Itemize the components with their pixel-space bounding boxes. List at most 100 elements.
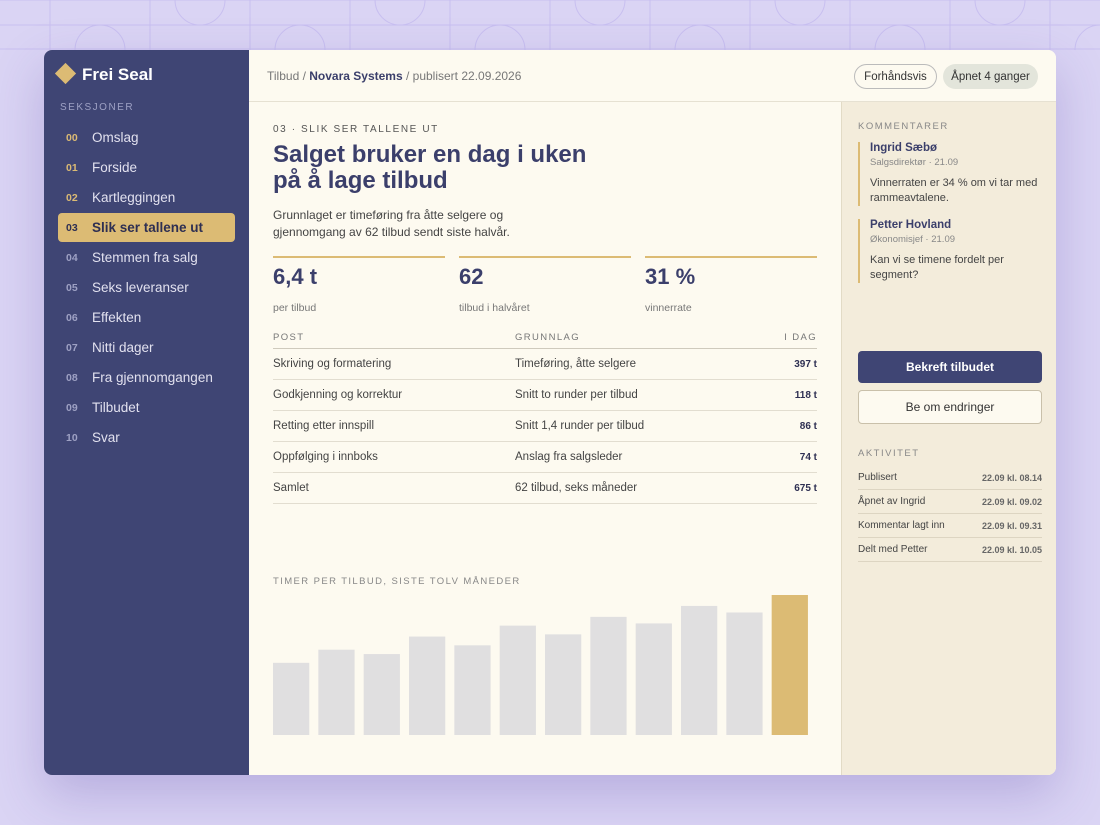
- activity-row: Kommentar lagt inn 22.09 kl. 09.31: [858, 514, 1042, 538]
- nav-item[interactable]: 02 Kartleggingen: [58, 183, 235, 212]
- lead-text: Grunnlaget er timeføring fra åtte selger…: [273, 208, 510, 239]
- nav-item[interactable]: 04 Stemmen fra salg: [58, 243, 235, 272]
- nav-label: Seks leveranser: [92, 280, 189, 295]
- brand: Frei Seal: [82, 65, 153, 84]
- nav-label: Fra gjennomgangen: [92, 370, 213, 385]
- table-cell: 397 t: [794, 358, 817, 370]
- nav-item[interactable]: 10 Svar: [58, 423, 235, 452]
- comments-heading: KOMMENTARER: [858, 121, 949, 132]
- chart-title: TIMER PER TILBUD, SISTE TOLV MÅNEDER: [273, 576, 521, 587]
- nav-number: 05: [66, 281, 78, 294]
- eyebrow: 03 · SLIK SER TALLENE UT: [273, 124, 439, 135]
- crumb-root[interactable]: Tilbud /: [267, 69, 306, 83]
- breadcrumb: Tilbud / Novara Systems / publisert 22.0…: [267, 69, 521, 83]
- bar: [545, 634, 582, 735]
- nav-label: Nitti dager: [92, 340, 154, 355]
- table-cell: Oppfølging i innboks: [273, 451, 378, 463]
- nav-item[interactable]: 08 Fra gjennomgangen: [58, 363, 235, 392]
- comment-text: Vinnerraten er 34 % om vi tar med rammea…: [870, 177, 1038, 204]
- table-row: Retting etter innspill Snitt 1,4 runder p…: [273, 411, 817, 442]
- table-cell: Retting etter innspill: [273, 420, 374, 432]
- activity-time: 22.09 kl. 09.02: [981, 496, 1042, 507]
- bar: [454, 645, 491, 735]
- activity-time: 22.09 kl. 10.05: [981, 544, 1042, 555]
- activity-event: Delt med Petter: [858, 544, 928, 555]
- nav-item[interactable]: 03 Slik ser tallene ut: [58, 213, 235, 242]
- activity-heading: AKTIVITET: [858, 448, 920, 459]
- table-row: Skriving og formatering Timeføring, åtte …: [273, 349, 817, 380]
- nav-item[interactable]: 05 Seks leveranser: [58, 273, 235, 302]
- nav-label: Kartleggingen: [92, 190, 176, 205]
- table-row: Samlet 62 tilbud, seks måneder 675 t: [273, 473, 817, 504]
- logo: [54, 62, 77, 85]
- nav-label: Effekten: [92, 310, 142, 325]
- comment-text: Kan vi se timene fordelt per segment?: [870, 254, 1004, 281]
- nav-label: Stemmen fra salg: [92, 250, 198, 265]
- nav-label: Forside: [92, 160, 138, 175]
- stat: 6,4 t per tilbud: [273, 256, 445, 314]
- table-cell: Skriving og formatering: [273, 358, 392, 370]
- bar: [590, 616, 627, 735]
- table-cell: 118 t: [794, 389, 817, 401]
- activity-time: 22.09 kl. 09.31: [981, 520, 1042, 531]
- activity-event: Kommentar lagt inn: [858, 520, 945, 531]
- table-cell: Timeføring, åtte selgere: [515, 358, 637, 370]
- table-cell: 74 t: [799, 451, 817, 463]
- activity-list: Publisert 22.09 kl. 08.14 Åpnet av Ingrid 2…: [858, 466, 1042, 562]
- bar: [681, 605, 718, 735]
- stat: 31 % vinnerrate: [645, 256, 817, 314]
- activity-event: Åpnet av Ingrid: [858, 496, 926, 507]
- activity-event: Publisert: [858, 472, 897, 483]
- nav-item[interactable]: 06 Effekten: [58, 303, 235, 332]
- table-header: POST GRUNNLAG I DAG: [273, 326, 817, 349]
- confirm-button[interactable]: Bekreft tilbudet: [858, 351, 1042, 383]
- nav-number: 07: [66, 341, 78, 354]
- top-bar: Tilbud / Novara Systems / publisert 22.0…: [249, 50, 1056, 102]
- nav-number: 04: [66, 251, 78, 264]
- comment-author: Petter Hovland: [870, 219, 952, 231]
- nav-label: Slik ser tallene ut: [92, 220, 204, 235]
- sidebar-heading: SEKSJONER: [60, 102, 135, 113]
- request-changes-button[interactable]: Be om endringer: [858, 390, 1042, 424]
- bar: [771, 595, 808, 735]
- bar: [726, 612, 763, 735]
- column-header: GRUNNLAG: [515, 331, 581, 343]
- stat: 62 tilbud i halvåret: [459, 256, 631, 314]
- nav-item[interactable]: 09 Tilbudet: [58, 393, 235, 422]
- crumb-status: / publisert 22.09.2026: [405, 69, 522, 83]
- nav-item[interactable]: 01 Forside: [58, 153, 235, 182]
- bar: [499, 625, 536, 735]
- column-header: I DAG: [784, 331, 817, 343]
- main-content: 03 · SLIK SER TALLENE UT Salget bruker e…: [249, 102, 841, 775]
- nav-number: 00: [66, 131, 78, 144]
- table-cell: Samlet: [273, 482, 309, 494]
- column-header: POST: [273, 331, 305, 343]
- nav-number: 01: [66, 161, 78, 174]
- activity-row: Publisert 22.09 kl. 08.14: [858, 466, 1042, 490]
- table-cell: Snitt to runder per tilbud: [515, 389, 638, 401]
- opened-badge: Åpnet 4 ganger: [943, 64, 1038, 89]
- table-cell: Snitt 1,4 runder per tilbud: [515, 420, 645, 432]
- nav-label: Svar: [92, 430, 120, 445]
- bar: [318, 649, 355, 735]
- stat-label: vinnerrate: [645, 302, 692, 314]
- crumb-client: Novara Systems: [309, 69, 403, 83]
- nav-number: 02: [66, 191, 78, 204]
- nav-item[interactable]: 07 Nitti dager: [58, 333, 235, 362]
- table-cell: 675 t: [794, 482, 817, 494]
- nav-number: 09: [66, 401, 78, 414]
- stat-value: 62: [459, 264, 484, 289]
- nav-number: 10: [66, 431, 78, 444]
- stat-value: 6,4 t: [273, 264, 318, 289]
- bar: [273, 662, 310, 735]
- preview-button[interactable]: Forhåndsvis: [854, 64, 937, 89]
- bar-chart: [273, 595, 808, 735]
- table-cell: 62 tilbud, seks måneder: [515, 482, 638, 494]
- comment: Petter Hovland Økonomisjef · 21.09 Kan vi …: [858, 219, 1042, 283]
- nav-item[interactable]: 00 Omslag: [58, 123, 235, 152]
- activity-time: 22.09 kl. 08.14: [981, 472, 1042, 483]
- stat-label: tilbud i halvåret: [459, 302, 530, 314]
- table-cell: 86 t: [799, 420, 817, 432]
